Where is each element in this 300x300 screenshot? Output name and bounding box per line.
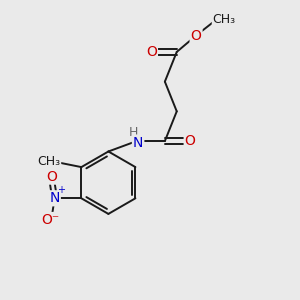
Text: H: H	[128, 126, 138, 139]
Text: N: N	[133, 136, 143, 150]
Text: O⁻: O⁻	[41, 213, 59, 227]
Text: CH₃: CH₃	[213, 13, 236, 26]
Text: O: O	[185, 134, 196, 148]
Text: O: O	[46, 169, 57, 184]
Text: N: N	[50, 191, 60, 205]
Text: CH₃: CH₃	[37, 154, 60, 168]
Text: O: O	[190, 28, 202, 43]
Text: O: O	[146, 45, 157, 59]
Text: +: +	[57, 185, 65, 195]
